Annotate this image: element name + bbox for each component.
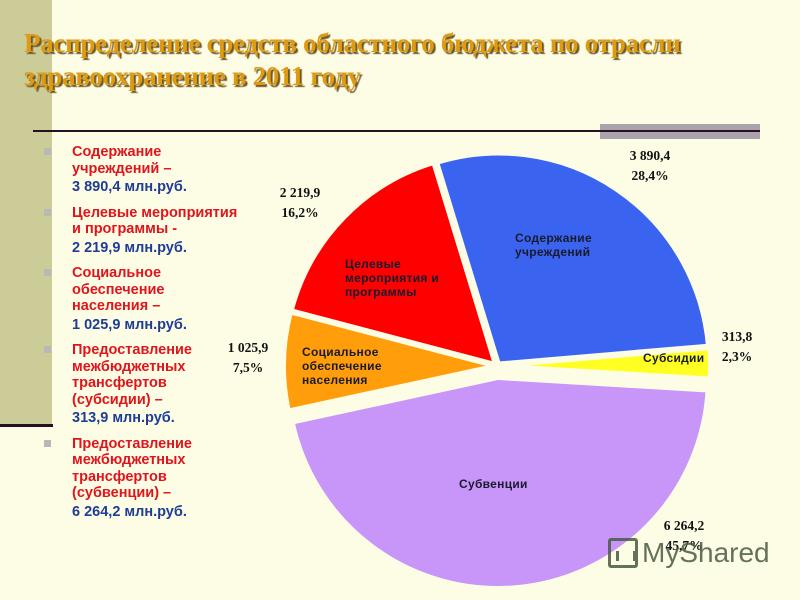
side-decor-stripe <box>0 0 52 424</box>
square-bullet-icon <box>44 148 51 155</box>
bullet-item: Целевые мероприятия и программы - 2 219,… <box>44 205 244 257</box>
side-decor-rule <box>0 424 53 427</box>
data-label-purple: 6 264,2 45,7% <box>663 518 705 553</box>
title-rule <box>33 130 760 132</box>
data-label-orange: 1 025,9 7,5% <box>227 340 269 375</box>
slice-label-blue: Содержание учреждений <box>515 231 592 259</box>
pie-slice-orange <box>282 310 495 413</box>
data-label-red: 2 219,9 16,2% <box>279 185 321 220</box>
bullet-item: Предоставление межбюджетных трансфертов … <box>44 342 244 427</box>
bullet-value: 1 025,9 млн.руб. <box>72 316 187 333</box>
slice-label-yellow: Субсидии <box>643 351 705 365</box>
presentation-board-icon <box>608 538 638 568</box>
data-label-blue: 3 890,4 28,4% <box>629 148 671 183</box>
slice-label-orange: Социальное обеспечение населения <box>302 345 382 387</box>
bullet-item: Социальное обеспечение населения – 1 025… <box>44 265 244 333</box>
slice-label-purple: Субвенции <box>459 477 528 491</box>
pie-slice-blue <box>434 151 711 366</box>
data-label-yellow: 313,8 2,3% <box>721 329 753 364</box>
square-bullet-icon <box>44 269 51 276</box>
bullet-label: Содержание учреждений – <box>72 144 172 177</box>
square-bullet-icon <box>44 208 51 216</box>
bullet-label: Социальное обеспечение населения – <box>72 265 165 314</box>
watermark: MyShared <box>608 537 770 569</box>
bullet-value: 3 890,4 млн.руб. <box>72 179 187 195</box>
bullet-value: 2 219,9 млн.руб. <box>72 239 187 256</box>
bullet-label: Целевые мероприятия и программы - <box>72 204 238 238</box>
bullet-label: Предоставление межбюджетных трансфертов … <box>72 342 192 408</box>
slide-title: Распределение средств областного бюджета… <box>24 28 681 91</box>
bullet-value: 313,9 млн.руб. <box>72 410 175 426</box>
pie-slice-purple <box>290 375 710 590</box>
pie-slice-yellow <box>499 346 712 381</box>
square-bullet-icon <box>44 439 51 447</box>
bullet-item: Содержание учреждений – 3 890,4 млн.руб. <box>44 144 244 196</box>
watermark-text: MyShared <box>642 537 770 568</box>
bullet-value: 6 264,2 млн.руб. <box>72 503 187 520</box>
pie-slice-red <box>289 160 498 367</box>
bullet-label: Предоставление межбюджетных трансфертов … <box>72 435 192 502</box>
square-bullet-icon <box>44 346 51 353</box>
slice-label-red: Целевые мероприятия и программы <box>345 257 440 299</box>
bullet-list: Содержание учреждений – 3 890,4 млн.руб.… <box>44 144 244 529</box>
bullet-item: Предоставление межбюджетных трансфертов … <box>44 436 244 521</box>
